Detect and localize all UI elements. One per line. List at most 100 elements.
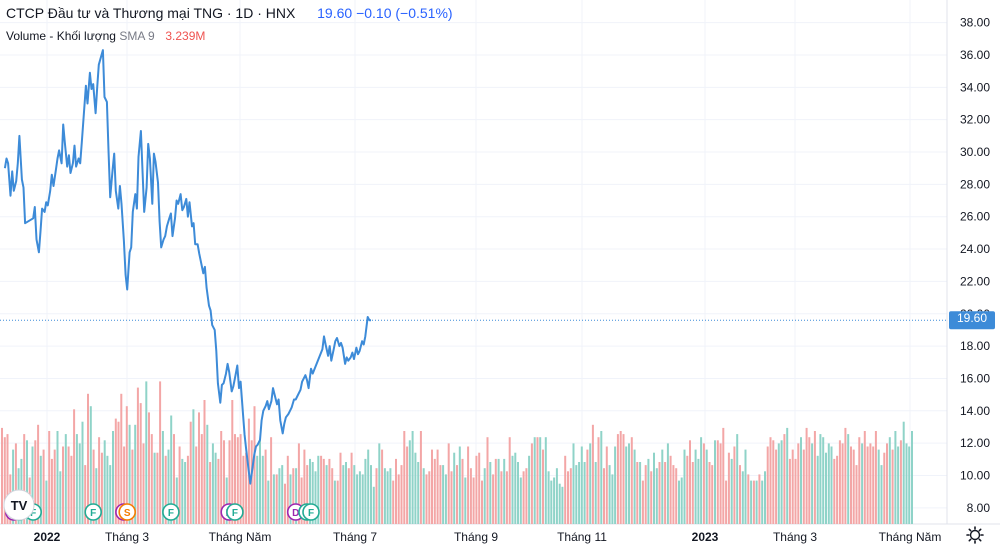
volume-bar bbox=[733, 446, 736, 524]
volume-bar bbox=[727, 452, 730, 524]
volume-bar bbox=[142, 443, 145, 524]
gear-icon[interactable] bbox=[966, 526, 984, 544]
volume-bar bbox=[603, 468, 605, 524]
event-marker-label: F bbox=[308, 508, 314, 519]
volume-bar bbox=[700, 437, 703, 524]
volume-bar bbox=[675, 468, 678, 524]
volume-bar bbox=[683, 449, 686, 524]
volume-bar bbox=[125, 406, 128, 524]
volume-legend: Volume - Khối lượng SMA 9 3.239M bbox=[6, 29, 205, 43]
volume-bar bbox=[156, 452, 159, 524]
volume-sma-label: SMA 9 bbox=[119, 29, 155, 43]
volume-bar bbox=[469, 468, 472, 524]
volume-bar bbox=[816, 455, 819, 524]
volume-bar bbox=[87, 393, 89, 524]
volume-bar bbox=[902, 421, 905, 524]
volume-bar bbox=[872, 446, 875, 524]
event-marker-label: D bbox=[292, 508, 299, 519]
volume-bar bbox=[145, 381, 148, 524]
volume-bar bbox=[678, 480, 680, 524]
volume-bar bbox=[178, 446, 181, 524]
volume-bar bbox=[561, 486, 564, 524]
volume-bar bbox=[100, 452, 103, 524]
volume-bar bbox=[830, 446, 833, 524]
volume-bar bbox=[492, 474, 495, 524]
volume-bar bbox=[264, 449, 267, 524]
volume-bar bbox=[822, 437, 825, 524]
tradingview-logo: TV bbox=[3, 489, 35, 521]
volume-bar bbox=[114, 418, 117, 524]
volume-bar bbox=[894, 431, 897, 524]
volume-bar bbox=[661, 449, 664, 524]
time-axis-tick-label: 2023 bbox=[692, 530, 719, 544]
volume-bar bbox=[342, 465, 345, 524]
volume-bar bbox=[899, 440, 902, 524]
volume-bar bbox=[148, 412, 150, 524]
price-axis-tick-label: 16.00 bbox=[960, 371, 990, 385]
volume-bar bbox=[378, 443, 381, 524]
event-marker-f[interactable]: F bbox=[84, 503, 102, 521]
volume-bar bbox=[550, 480, 553, 524]
volume-bar bbox=[567, 471, 569, 524]
volume-bar bbox=[647, 458, 650, 524]
volume-bar bbox=[89, 406, 92, 524]
volume-bar bbox=[397, 474, 400, 524]
volume-bar bbox=[658, 462, 661, 524]
volume-bar bbox=[161, 431, 164, 524]
volume-bar bbox=[650, 471, 653, 524]
volume-bar bbox=[714, 440, 716, 524]
volume-value: 3.239M bbox=[165, 29, 206, 43]
volume-bar bbox=[838, 440, 841, 524]
volume-bar bbox=[641, 480, 644, 524]
volume-bar bbox=[134, 424, 137, 524]
volume-bar bbox=[639, 462, 642, 524]
volume-bar bbox=[558, 483, 561, 524]
volume-bar bbox=[128, 424, 131, 524]
volume-bar bbox=[31, 446, 34, 524]
volume-bar bbox=[608, 465, 611, 524]
volume-bar bbox=[408, 440, 411, 524]
volume-bar bbox=[741, 471, 744, 524]
volume-bar bbox=[517, 462, 519, 524]
volume-bar bbox=[223, 440, 225, 524]
volume-label[interactable]: Volume - Khối lượng bbox=[6, 29, 116, 43]
symbol-title[interactable]: CTCP Đầu tư và Thương mại TNG · 1D · HNX bbox=[6, 5, 296, 21]
volume-bar bbox=[253, 406, 256, 524]
volume-bar bbox=[514, 452, 517, 524]
volume-bar bbox=[150, 434, 153, 524]
volume-bar bbox=[284, 483, 286, 524]
event-marker-f[interactable]: F bbox=[162, 503, 180, 521]
volume-bar bbox=[705, 449, 708, 524]
vertical-gridlines bbox=[46, 0, 911, 524]
price-axis-tick-label: 28.00 bbox=[960, 177, 990, 191]
event-marker-s[interactable]: S bbox=[118, 503, 136, 521]
event-marker-f[interactable]: F bbox=[302, 503, 320, 521]
volume-bar bbox=[267, 480, 270, 524]
volume-bar bbox=[586, 449, 589, 524]
volume-bar bbox=[855, 465, 858, 524]
volume-bar bbox=[186, 455, 189, 524]
volume-bar bbox=[852, 449, 855, 524]
volume-bar bbox=[84, 465, 87, 524]
volume-bar bbox=[428, 471, 431, 524]
volume-bar bbox=[572, 443, 575, 524]
volume-bar bbox=[450, 471, 453, 524]
volume-bar bbox=[614, 446, 617, 524]
volume-bar bbox=[750, 480, 753, 524]
volume-bar bbox=[270, 437, 273, 524]
volume-bar bbox=[234, 434, 236, 524]
volume-bar bbox=[292, 468, 295, 524]
volume-bar bbox=[819, 434, 822, 524]
volume-bar bbox=[802, 449, 805, 524]
event-marker-label: F bbox=[232, 508, 238, 519]
volume-bar bbox=[70, 455, 73, 524]
volume-bar bbox=[553, 477, 556, 524]
volume-bar bbox=[897, 446, 900, 524]
event-marker-f[interactable]: F bbox=[226, 503, 244, 521]
volume-bar bbox=[625, 446, 628, 524]
volume-bar bbox=[256, 455, 259, 524]
price-axis-tick-label: 22.00 bbox=[960, 274, 990, 288]
volume-bar bbox=[153, 452, 156, 524]
volume-bar bbox=[833, 458, 836, 524]
